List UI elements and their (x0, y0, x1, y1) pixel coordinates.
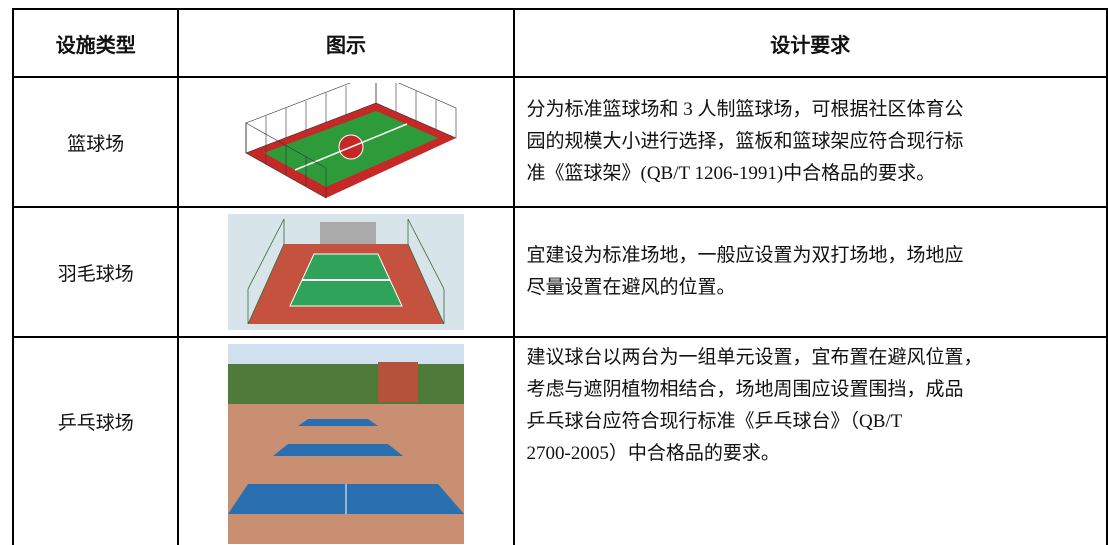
row: 羽毛球场 宜建设为标准场地，一般应设置为双打场地，场地应 尽量设置在避风的位置。 (11, 206, 1108, 338)
text-line: 尽量设置在避风的位置。 (526, 277, 736, 298)
basketball-court-image (245, 83, 457, 199)
text-line: 宜建设为标准场地，一般应设置为双打场地，场地应 (526, 245, 964, 266)
text-line: 考虑与遮阴植物相结合，场地周围应设置围挡，成品 (526, 379, 964, 400)
header-cell: 图示 (177, 8, 515, 78)
description-cell: 宜建设为标准场地，一般应设置为双打场地，场地应 尽量设置在避风的位置。 (512, 206, 1108, 338)
table-tennis-image (227, 344, 464, 544)
description-cell: 分为标准篮球场和 3 人制篮球场，可根据社区体育公 园的规模大小进行选择，篮板和… (512, 76, 1108, 208)
row: 篮球场 分为标准篮球场和 3 人制篮球场，可根据社区体育公 园的规模大小进行选择… (11, 76, 1108, 208)
facility-table: 设施类型 图示 设计要求 篮球场 分为标准篮球场和 3 人制篮球场，可根据社区体… (11, 8, 1108, 545)
badminton-court-image (227, 214, 464, 330)
type-cell: 篮球场 (11, 76, 180, 208)
description-cell: 建议球台以两台为一组单元设置，宜布置在避风位置， 考虑与遮阴植物相结合，场地周围… (512, 336, 1108, 545)
text-line: 2700-2005）中合格品的要求。 (526, 443, 780, 464)
text-line: 分为标准篮球场和 3 人制篮球场，可根据社区体育公 (526, 99, 964, 120)
text-line: 建议球台以两台为一组单元设置，宜布置在避风位置， (526, 347, 983, 368)
header-cell: 设施类型 (11, 8, 180, 78)
image-cell (177, 76, 515, 208)
text-line: 园的规模大小进行选择，篮板和篮球架应符合现行标 (526, 131, 964, 152)
type-cell: 乒乓球场 (11, 336, 180, 545)
image-cell (177, 336, 515, 545)
text-line: 准《篮球架》(QB/T 1206-1991)中合格品的要求。 (526, 163, 936, 184)
text-line: 乒乓球台应符合现行标准《乒乓球台》（QB/T (526, 411, 903, 432)
row: 乒乓球场 建议球台以两台为一组单元设置，宜布置在避风位置， 考虑与遮阴植物相结合… (11, 336, 1108, 545)
header-row: 设施类型 图示 设计要求 (11, 8, 1108, 78)
type-cell: 羽毛球场 (11, 206, 180, 338)
header-cell: 设计要求 (512, 8, 1108, 78)
image-cell (177, 206, 515, 338)
